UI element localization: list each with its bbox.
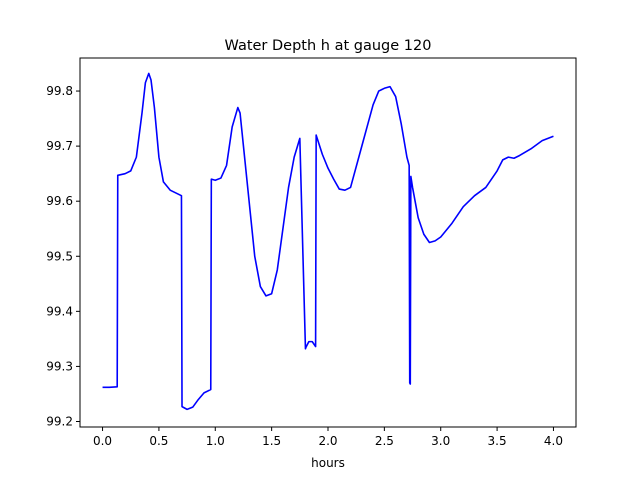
x-tick-label: 4.0 <box>544 434 563 448</box>
y-tick-label: 99.6 <box>46 194 73 208</box>
plot-area <box>102 72 554 411</box>
y-axis-ticks: 99.2 99.3 99.4 99.5 99.6 99.7 99.8 <box>46 84 80 428</box>
y-tick-label: 99.2 <box>46 414 73 428</box>
y-tick-label: 99.4 <box>46 304 73 318</box>
x-tick-label: 0.5 <box>149 434 168 448</box>
x-axis-ticks: 0.0 0.5 1.0 1.5 2.0 2.5 3.0 3.5 4.0 <box>93 427 563 448</box>
y-tick-label: 99.3 <box>46 359 73 373</box>
x-tick-label: 3.5 <box>488 434 507 448</box>
x-axis-label: hours <box>311 456 345 470</box>
x-tick-label: 1.0 <box>206 434 225 448</box>
y-tick-label: 99.7 <box>46 139 73 153</box>
y-tick-label: 99.5 <box>46 249 73 263</box>
x-tick-label: 0.0 <box>93 434 112 448</box>
x-tick-label: 3.0 <box>431 434 450 448</box>
y-tick-label: 99.8 <box>46 84 73 98</box>
x-tick-label: 1.5 <box>262 434 281 448</box>
x-tick-label: 2.5 <box>375 434 394 448</box>
series-line-water-depth <box>102 72 554 411</box>
chart-title: Water Depth h at gauge 120 <box>225 38 432 54</box>
x-tick-label: 2.0 <box>318 434 337 448</box>
